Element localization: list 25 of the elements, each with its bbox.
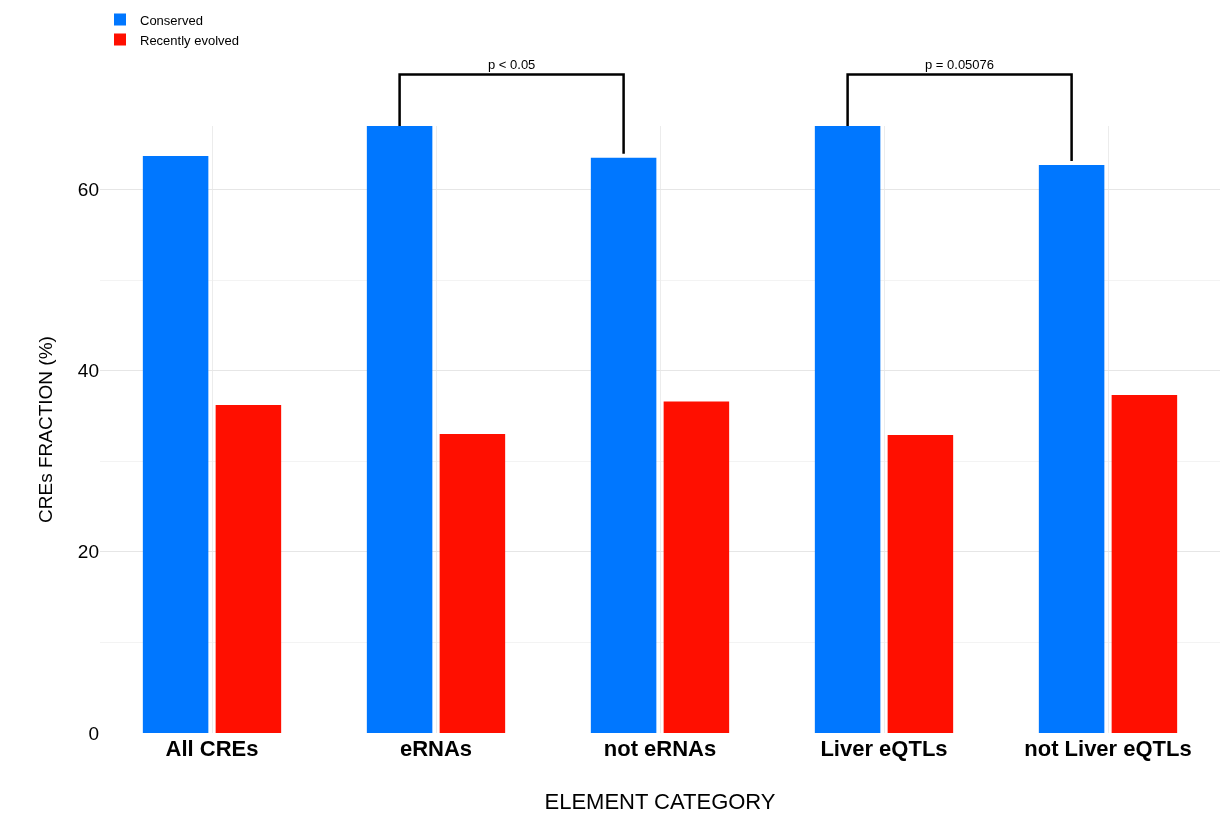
bar	[366, 126, 433, 733]
legend-label: Recently evolved	[140, 32, 239, 48]
bar	[887, 434, 954, 733]
bar	[215, 405, 282, 733]
x-tick-label: eRNAs	[399, 736, 473, 761]
bar	[142, 155, 209, 733]
x-tick-label: All CREs	[165, 736, 259, 761]
bar	[1111, 395, 1178, 733]
bar	[590, 157, 657, 733]
bar	[814, 126, 881, 733]
text: p = 0.05076	[925, 57, 995, 72]
y-tick-label: 40	[77, 360, 99, 382]
legend-label: Conserved	[140, 12, 203, 28]
text: p < 0.05	[488, 57, 536, 72]
x-tick-label: not Liver eQTLs	[1024, 736, 1192, 761]
x-axis-title: ELEMENT CATEGORY	[544, 789, 776, 814]
bar	[439, 434, 506, 733]
x-tick-label: not eRNAs	[603, 736, 717, 761]
y-tick-label: 0	[88, 722, 99, 744]
y-tick-label: 60	[77, 179, 99, 201]
bar	[663, 401, 730, 733]
x-tick-label: Liver eQTLs	[820, 736, 948, 761]
bar	[1038, 164, 1105, 733]
y-tick-label: 20	[77, 541, 99, 563]
y-axis-title: CREs FRACTION (%)	[35, 336, 56, 523]
